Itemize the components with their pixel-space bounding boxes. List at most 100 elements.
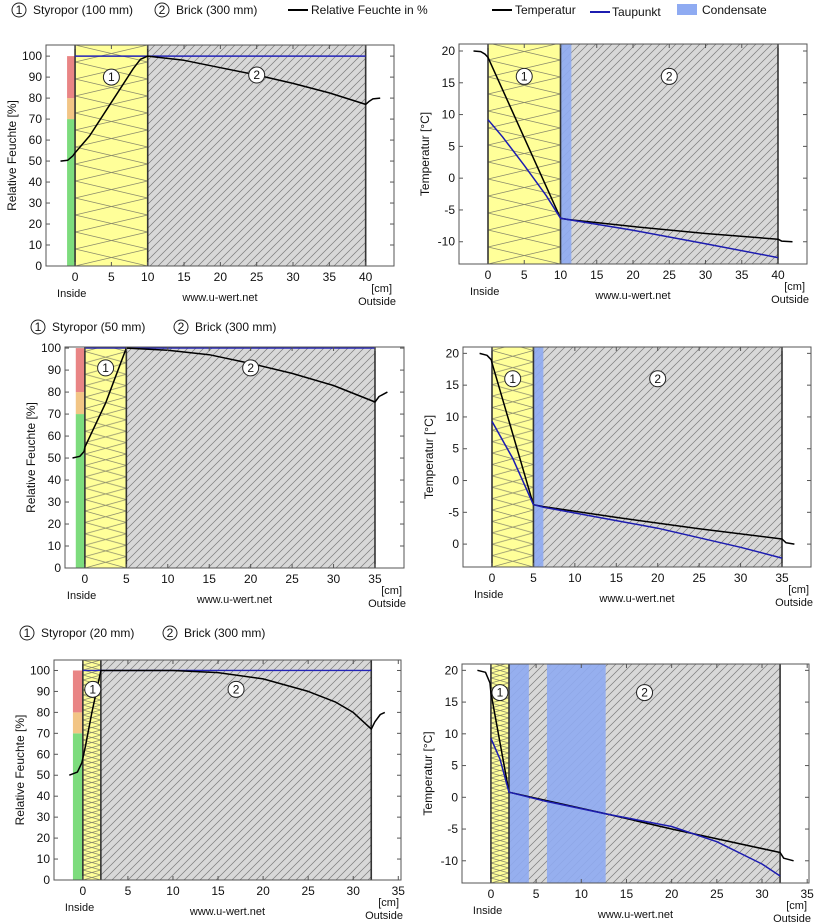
x-tick-label: 25 (301, 884, 315, 898)
legend-dewpoint: Taupunkt (612, 5, 661, 19)
x-tick-label: 5 (108, 270, 115, 284)
y-tick-label: 10 (446, 410, 460, 424)
y-tick-label: 50 (37, 768, 51, 782)
x-tick-label: 25 (250, 270, 264, 284)
legend-marker-number: 1 (24, 626, 31, 640)
condensate-zone (533, 347, 544, 567)
x-tick-label: 10 (575, 887, 589, 901)
layer-marker-circle (97, 359, 115, 377)
legend-marker-circle (154, 2, 170, 18)
y-tick-label: 100 (30, 663, 50, 677)
y-tick-label: 10 (442, 108, 456, 122)
y-tick-label: 0 (452, 474, 459, 488)
footer-unit: [cm] (371, 283, 392, 295)
x-tick-label: 30 (699, 268, 713, 282)
y-tick-label: 5 (448, 139, 455, 153)
footer-site: www.u-wert.net (189, 906, 265, 918)
x-tick-label: 15 (177, 270, 191, 284)
y-tick-label: -5 (448, 505, 459, 519)
x-tick-label: 20 (651, 571, 665, 585)
footer-unit: [cm] (381, 585, 402, 597)
condensate-zone (508, 664, 529, 883)
y-tick-label: 20 (37, 831, 51, 845)
x-tick-label: 0 (485, 268, 492, 282)
y-tick-label: 10 (48, 539, 62, 553)
y-tick-label: 20 (446, 346, 460, 360)
footer-inside: Inside (474, 589, 503, 601)
x-tick-label: 40 (359, 270, 373, 284)
legend-marker-circle (19, 625, 35, 641)
y-tick-label: 20 (442, 44, 456, 58)
legend-marker-circle (30, 319, 46, 335)
x-tick-label: 10 (568, 571, 582, 585)
y-tick-label: 0 (448, 171, 455, 185)
x-tick-label: 35 (323, 270, 337, 284)
legend-marker-circle (162, 625, 178, 641)
y-tick-label: 30 (48, 495, 62, 509)
layer-marker-circle (636, 684, 654, 702)
y-tick-label: 60 (37, 747, 51, 761)
layer-marker-circle (515, 67, 533, 85)
legend-marker-number: 1 (16, 3, 23, 17)
x-tick-label: 30 (327, 572, 341, 586)
x-tick-label: 35 (368, 572, 382, 586)
y-tick-label: 20 (48, 517, 62, 531)
y-tick-label: 0 (451, 790, 458, 804)
y-tick-label: 15 (446, 378, 460, 392)
dewpoint-curve (490, 738, 781, 877)
footer-unit: [cm] (784, 281, 805, 293)
legend-marker-circle (11, 2, 27, 18)
footer-inside: Inside (65, 902, 94, 914)
y-tick-label: 30 (29, 196, 43, 210)
x-tick-label: 0 (82, 572, 89, 586)
humidity-curve (72, 347, 388, 459)
footer-outside: Outside (358, 296, 396, 308)
y-tick-label: 40 (48, 473, 62, 487)
y-tick-label: -10 (441, 854, 459, 868)
x-tick-label: 40 (771, 268, 785, 282)
footer-unit: [cm] (378, 897, 399, 909)
y-tick-label: 50 (48, 451, 62, 465)
y-tick-label: 30 (37, 810, 51, 824)
layer-marker-circle (491, 684, 509, 702)
y-axis-label: Relative Feuchte [%] (24, 402, 38, 513)
y-tick-label: 90 (37, 684, 51, 698)
x-tick-label: 0 (72, 270, 79, 284)
x-tick-label: 20 (665, 887, 679, 901)
y-tick-label: 10 (29, 238, 43, 252)
y-tick-label: 20 (445, 663, 459, 677)
y-tick-label: 70 (37, 726, 51, 740)
humidity-curve (60, 55, 381, 162)
x-tick-label: 30 (734, 571, 748, 585)
legend-layer1: Styropor (20 mm) (41, 626, 134, 640)
layer-marker-label: 2 (641, 686, 648, 700)
legend-layer1: Styropor (50 mm) (52, 320, 145, 334)
x-tick-label: 35 (775, 571, 789, 585)
y-tick-label: 5 (451, 759, 458, 773)
x-tick-label: 10 (161, 572, 175, 586)
y-tick-label: 40 (29, 175, 43, 189)
legend-marker-number: 1 (35, 320, 42, 334)
x-tick-label: 0 (489, 571, 496, 585)
legend-marker-number: 2 (159, 3, 166, 17)
x-tick-label: 20 (244, 572, 258, 586)
x-tick-label: 15 (610, 571, 624, 585)
y-tick-label: 90 (29, 70, 43, 84)
x-tick-label: 5 (533, 887, 540, 901)
y-tick-label: 10 (445, 727, 459, 741)
layer-marker-label: 1 (108, 70, 115, 84)
x-tick-label: 35 (801, 887, 815, 901)
layer-marker-label: 2 (654, 372, 661, 386)
y-tick-label: 100 (22, 49, 42, 63)
y-axis-label: Temperatur [°C] (421, 731, 435, 815)
y-tick-label: 70 (29, 112, 43, 126)
layer-marker-label: 2 (247, 361, 254, 375)
footer-inside: Inside (473, 905, 502, 917)
humidity-band-red (72, 670, 83, 713)
x-tick-label: 10 (166, 884, 180, 898)
layer-brick (126, 347, 375, 568)
y-tick-label: 10 (37, 852, 51, 866)
